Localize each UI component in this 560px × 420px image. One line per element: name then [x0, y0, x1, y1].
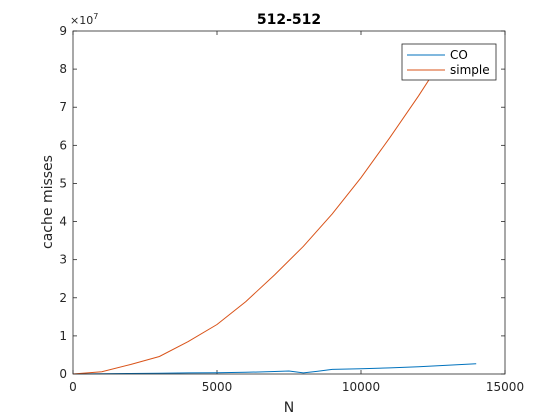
y-tick-label: 4	[59, 215, 67, 229]
legend-label-co: CO	[450, 48, 468, 62]
x-tick-label: 0	[69, 380, 77, 394]
y-tick-label: 2	[59, 291, 67, 305]
y-tick-label: 7	[59, 100, 67, 114]
x-axis-label: N	[284, 400, 294, 416]
y-tick-label: 6	[59, 138, 67, 152]
x-tick-label: 5000	[202, 380, 233, 394]
y-tick-label: 0	[59, 367, 67, 381]
y-axis-label: cache misses	[40, 155, 56, 249]
y-tick-label: 3	[59, 253, 67, 267]
y-tick-label: 5	[59, 176, 67, 190]
legend: CO simple	[402, 44, 496, 80]
chart-title: 512-512	[257, 12, 321, 28]
legend-label-simple: simple	[450, 63, 490, 77]
x-tick-label: 10000	[342, 380, 380, 394]
y-tick-label: 1	[59, 329, 67, 343]
y-tick-label: 9	[59, 24, 67, 38]
plot-area	[73, 31, 505, 374]
x-tick-label: 15000	[486, 380, 524, 394]
y-tick-label: 8	[59, 62, 67, 76]
